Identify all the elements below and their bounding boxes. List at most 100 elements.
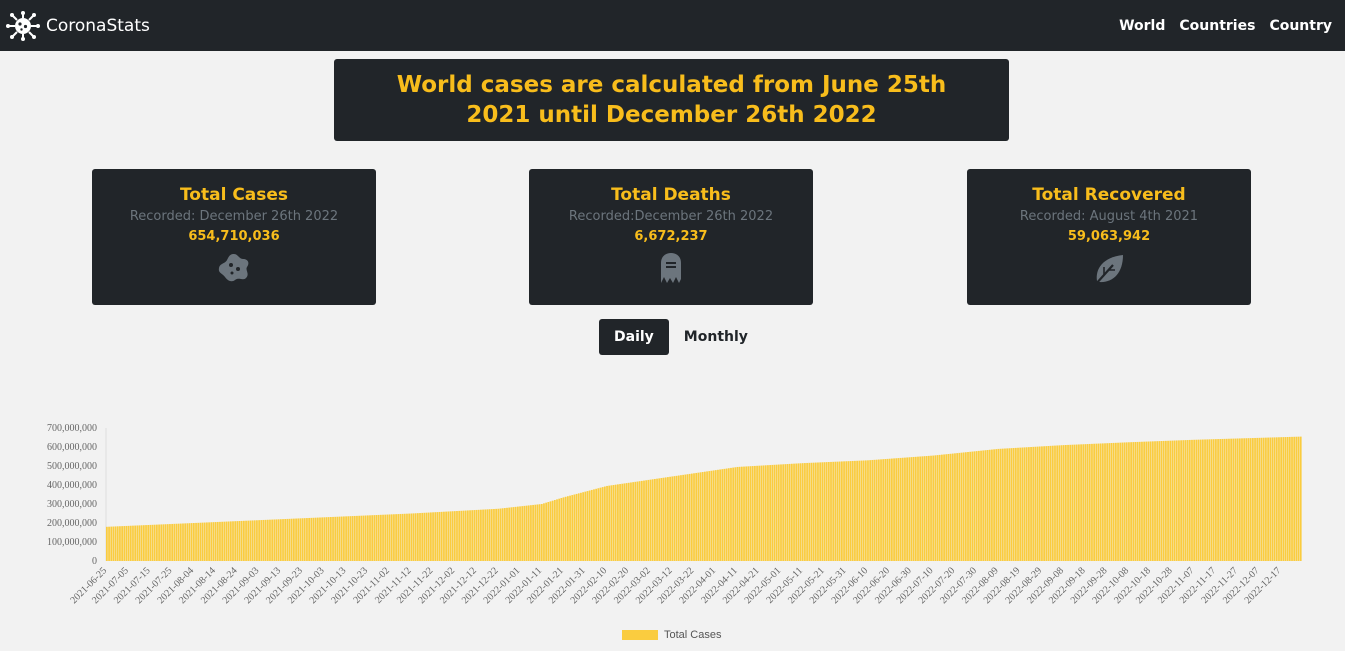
chart-bar[interactable] bbox=[817, 462, 819, 561]
chart-bar[interactable] bbox=[825, 462, 828, 561]
chart-bar[interactable] bbox=[260, 520, 263, 561]
chart-bar[interactable] bbox=[819, 462, 822, 561]
chart-bar[interactable] bbox=[253, 520, 256, 561]
nav-link-countries[interactable]: Countries bbox=[1179, 17, 1256, 34]
chart-bar[interactable] bbox=[682, 474, 685, 561]
chart-bar[interactable] bbox=[912, 456, 915, 561]
chart-bar[interactable] bbox=[336, 516, 339, 561]
chart-bar[interactable] bbox=[349, 516, 352, 561]
chart-bar[interactable] bbox=[1012, 448, 1015, 561]
chart-bar[interactable] bbox=[760, 465, 763, 561]
chart-bar[interactable] bbox=[453, 511, 456, 562]
chart-bar[interactable] bbox=[1106, 443, 1109, 561]
chart-bar[interactable] bbox=[823, 462, 826, 561]
chart-bar[interactable] bbox=[1138, 441, 1141, 561]
chart-bar[interactable] bbox=[780, 464, 782, 561]
chart-bar[interactable] bbox=[358, 515, 361, 561]
chart-bar[interactable] bbox=[177, 523, 180, 561]
chart-bar[interactable] bbox=[580, 492, 582, 561]
chart-bar[interactable] bbox=[571, 495, 574, 561]
chart-bar[interactable] bbox=[1154, 441, 1156, 561]
chart-bar[interactable] bbox=[764, 465, 767, 561]
chart-bar[interactable] bbox=[897, 458, 900, 561]
chart-bar[interactable] bbox=[1071, 444, 1074, 561]
chart-bar[interactable] bbox=[282, 519, 284, 561]
chart-bar[interactable] bbox=[295, 518, 297, 561]
chart-bar[interactable] bbox=[427, 512, 430, 561]
chart-bar[interactable] bbox=[1038, 446, 1041, 561]
chart-bar[interactable] bbox=[964, 452, 967, 561]
daily-button[interactable]: Daily bbox=[599, 319, 669, 355]
chart-bar[interactable] bbox=[1108, 443, 1111, 561]
chart-bar[interactable] bbox=[558, 498, 561, 561]
chart-bar[interactable] bbox=[797, 463, 800, 561]
chart-bar[interactable] bbox=[675, 475, 678, 561]
chart-bar[interactable] bbox=[945, 454, 948, 561]
chart-bar[interactable] bbox=[364, 515, 367, 562]
chart-bar[interactable] bbox=[560, 498, 563, 561]
chart-bar[interactable] bbox=[904, 457, 906, 561]
chart-bar[interactable] bbox=[525, 505, 528, 561]
chart-bar[interactable] bbox=[1006, 448, 1009, 561]
chart-bar[interactable] bbox=[1175, 440, 1178, 561]
chart-bar[interactable] bbox=[477, 509, 480, 561]
chart-bar[interactable] bbox=[871, 459, 874, 561]
chart-bar[interactable] bbox=[171, 523, 174, 561]
chart-bar[interactable] bbox=[199, 522, 202, 561]
chart-bar[interactable] bbox=[814, 462, 817, 561]
chart-bar[interactable] bbox=[982, 450, 985, 561]
chart-bar[interactable] bbox=[1160, 441, 1163, 561]
chart-bar[interactable] bbox=[277, 519, 280, 561]
chart-bar[interactable] bbox=[410, 513, 413, 562]
chart-bar[interactable] bbox=[1243, 438, 1246, 561]
chart-bar[interactable] bbox=[1075, 444, 1078, 561]
chart-bar[interactable] bbox=[660, 478, 663, 561]
chart-bar[interactable] bbox=[1064, 445, 1067, 561]
chart-bar[interactable] bbox=[160, 524, 163, 561]
chart-bar[interactable] bbox=[310, 517, 313, 561]
chart-bar[interactable] bbox=[556, 499, 558, 561]
chart-bar[interactable] bbox=[192, 523, 195, 561]
chart-bar[interactable] bbox=[740, 466, 743, 561]
chart-bar[interactable] bbox=[927, 455, 930, 561]
chart-bar[interactable] bbox=[732, 467, 735, 561]
chart-bar[interactable] bbox=[264, 519, 267, 561]
chart-bar[interactable] bbox=[503, 508, 506, 561]
chart-bar[interactable] bbox=[1091, 443, 1093, 561]
chart-bar[interactable] bbox=[386, 514, 389, 561]
chart-bar[interactable] bbox=[925, 456, 928, 561]
chart-bar[interactable] bbox=[227, 521, 230, 561]
chart-bar[interactable] bbox=[923, 456, 926, 561]
chart-bar[interactable] bbox=[999, 448, 1002, 561]
chart-bar[interactable] bbox=[849, 461, 852, 561]
chart-bar[interactable] bbox=[843, 461, 845, 561]
chart-bar[interactable] bbox=[397, 514, 400, 561]
chart-bar[interactable] bbox=[129, 525, 132, 561]
chart-bar[interactable] bbox=[1219, 439, 1222, 561]
chart-bar[interactable] bbox=[443, 511, 445, 561]
chart-bar[interactable] bbox=[340, 516, 343, 561]
chart-bar[interactable] bbox=[910, 457, 913, 561]
chart-bar[interactable] bbox=[856, 460, 858, 561]
chart-bar[interactable] bbox=[1267, 437, 1269, 561]
chart-bar[interactable] bbox=[327, 517, 330, 561]
chart-bar[interactable] bbox=[619, 484, 621, 561]
chart-bar[interactable] bbox=[319, 517, 321, 561]
chart-bar[interactable] bbox=[403, 513, 406, 561]
chart-bar[interactable] bbox=[1051, 445, 1054, 561]
chart-bar[interactable] bbox=[1134, 442, 1137, 561]
chart-bar[interactable] bbox=[645, 480, 648, 561]
chart-bar[interactable] bbox=[1178, 440, 1180, 561]
chart-bar[interactable] bbox=[127, 525, 130, 561]
chart-bar[interactable] bbox=[834, 461, 837, 561]
chart-bar[interactable] bbox=[836, 461, 839, 561]
chart-bar[interactable] bbox=[1097, 443, 1100, 561]
chart-bar[interactable] bbox=[1206, 439, 1209, 561]
chart-bar[interactable] bbox=[919, 456, 922, 562]
chart-bar[interactable] bbox=[436, 512, 439, 561]
brand[interactable]: CoronaStats bbox=[5, 10, 150, 41]
chart-bar[interactable] bbox=[1295, 436, 1298, 561]
chart-bar[interactable] bbox=[590, 489, 593, 561]
chart-bar[interactable] bbox=[1008, 448, 1011, 561]
chart-bar[interactable] bbox=[382, 514, 384, 561]
